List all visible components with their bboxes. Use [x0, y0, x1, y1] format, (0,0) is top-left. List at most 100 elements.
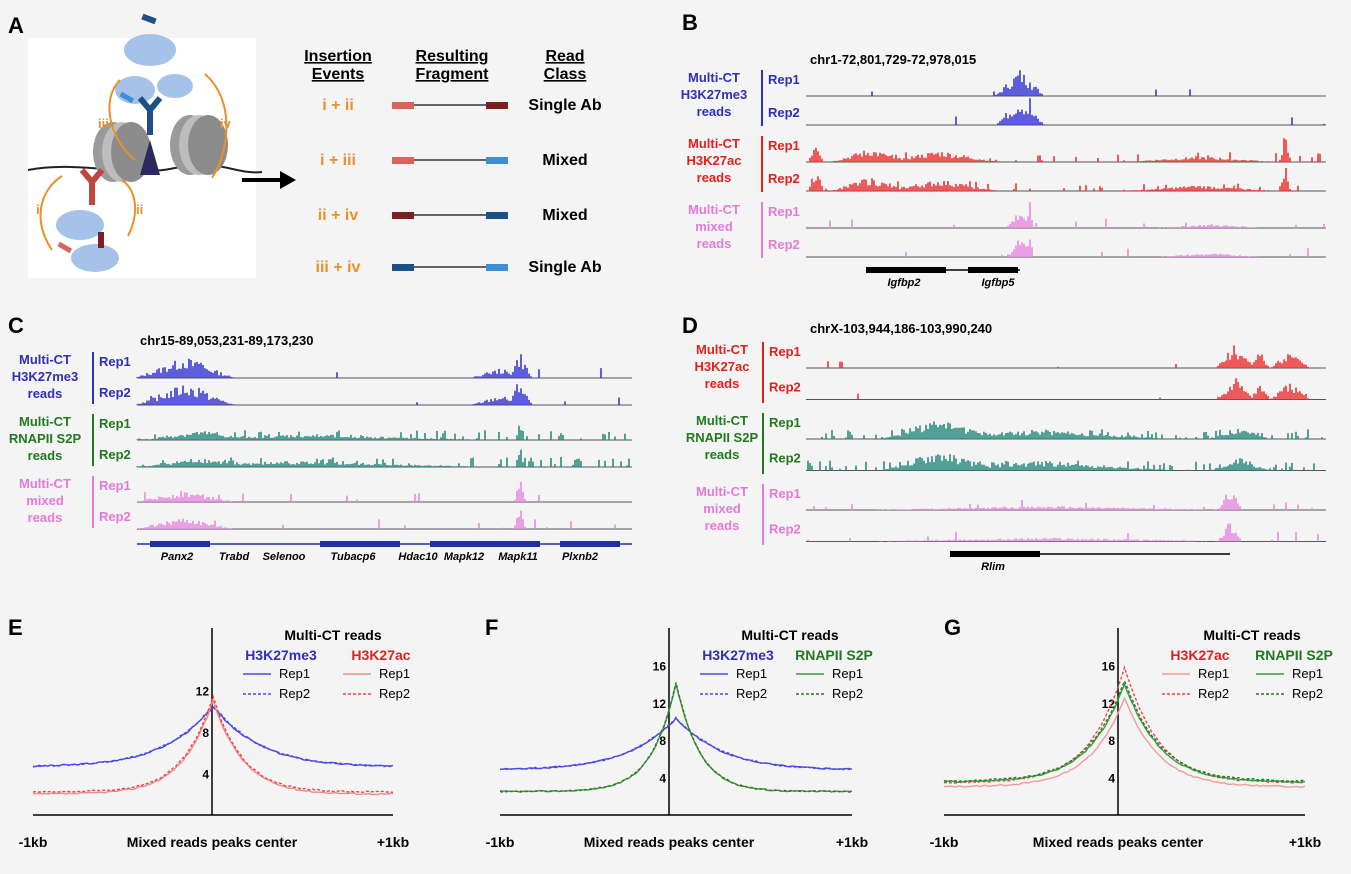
legend-title: Multi-CT reads	[1203, 627, 1300, 643]
profile-line	[499, 717, 853, 771]
insertion-arrows	[39, 73, 228, 251]
nucleosome-right	[170, 115, 228, 175]
replicate-label: Rep2	[769, 451, 801, 466]
gene-label: Mapk12	[444, 551, 484, 563]
coverage-track	[807, 523, 1319, 542]
gene-label: Plxnb2	[562, 551, 598, 563]
track-group-label: Multi-CT	[696, 484, 748, 499]
legend-group: H3K27ac	[1170, 647, 1229, 663]
legend-group: H3K27ac	[351, 647, 410, 663]
fragment-left-adapter	[392, 212, 414, 219]
track-group-label: mixed	[703, 501, 741, 516]
y-tick-label: 12	[653, 697, 667, 711]
legend-group: RNAPII S2P	[795, 647, 873, 663]
read-class: Mixed	[542, 207, 587, 224]
track-group-label: H3K27ac	[687, 153, 742, 168]
replicate-label: Rep1	[768, 72, 800, 87]
read-class: Single Ab	[528, 97, 601, 114]
legend-entry: Rep1	[379, 666, 410, 681]
table-header: Fragment	[416, 66, 490, 83]
gene-label: Hdac10	[398, 551, 438, 563]
coverage-track	[827, 345, 1309, 368]
track-group-label: mixed	[26, 493, 64, 508]
genomic-coordinate: chrX-103,944,186-103,990,240	[810, 321, 992, 336]
track-group-label: H3K27me3	[681, 87, 748, 102]
legend-group: H3K27me3	[245, 647, 317, 663]
track-group-label: H3K27me3	[12, 369, 79, 384]
coverage-track	[905, 239, 1309, 257]
coverage-track	[871, 70, 1191, 96]
track-group-label: mixed	[695, 219, 733, 234]
legend-group: RNAPII S2P	[1255, 647, 1333, 663]
track-group-label: reads	[705, 447, 740, 462]
profile-line	[32, 705, 394, 768]
genomic-coordinate: chr15-89,053,231-89,173,230	[140, 333, 313, 348]
read-class: Single Ab	[528, 259, 601, 276]
legend-entry: Rep1	[832, 666, 863, 681]
table-header: Events	[312, 66, 365, 83]
fragment-right-adapter	[486, 157, 508, 164]
tn5-enzyme-bottom	[56, 168, 119, 272]
coverage-track	[821, 421, 1323, 439]
panel-letter: D	[682, 313, 698, 338]
y-tick-label: 12	[1102, 697, 1116, 711]
panel-g: G 4 8 12 16 -1kb +1kb Mixed reads peaks center M…	[930, 615, 1333, 850]
track-group-label: reads	[705, 376, 740, 391]
fragment-right-adapter	[486, 102, 508, 109]
gene-label: Igfbp5	[982, 277, 1016, 289]
replicate-label: Rep2	[99, 385, 131, 400]
legend-entry: Rep1	[736, 666, 767, 681]
panel-letter: E	[8, 615, 23, 640]
arrow-label-iii: iii	[98, 116, 109, 131]
fragment-right-adapter	[486, 264, 508, 271]
legend-entry: Rep2	[736, 686, 767, 701]
panel-letter: A	[8, 13, 24, 38]
track-group-label: reads	[705, 518, 740, 533]
track-group-label: Multi-CT	[688, 70, 740, 85]
profile-line	[33, 697, 394, 796]
gene-exon	[950, 551, 1040, 557]
fragment-left-adapter	[392, 264, 414, 271]
gene-label: Mapk11	[498, 551, 538, 563]
coverage-track	[138, 510, 616, 529]
coverage-track	[136, 354, 602, 378]
track-group-label: H3K27ac	[695, 359, 750, 374]
y-tick-label: 8	[1108, 734, 1115, 748]
track-group-label: reads	[697, 170, 732, 185]
legend-entry: Rep1	[1292, 666, 1323, 681]
profile-line	[499, 683, 853, 793]
insertion-diagram: i ii iii iv	[27, 13, 263, 278]
legend-entry: Rep2	[832, 686, 863, 701]
profile-line	[32, 706, 394, 768]
x-tick-label: +1kb	[1289, 834, 1321, 850]
gene-label: Panx2	[161, 551, 193, 563]
replicate-label: Rep2	[99, 509, 131, 524]
track-group-label: reads	[28, 510, 63, 525]
coverage-track	[857, 378, 1309, 400]
gene-label: Trabd	[219, 551, 250, 563]
coverage-track	[138, 482, 540, 502]
x-tick-label: -1kb	[486, 834, 515, 850]
profile-line	[32, 693, 394, 794]
panel-a: A	[8, 13, 602, 278]
gene-label: Selenoo	[263, 551, 306, 563]
gene-exon	[500, 541, 540, 547]
profile-line	[943, 696, 1306, 788]
insertion-event: i + ii	[322, 97, 354, 114]
profile-line	[943, 682, 1306, 784]
gene-exon	[150, 541, 210, 547]
tn5-enzyme-top	[115, 13, 193, 104]
table-header: Class	[544, 66, 587, 83]
fragment-right-adapter	[486, 212, 508, 219]
fragment-left-adapter	[392, 157, 414, 164]
fragment-left-adapter	[392, 102, 414, 109]
track-group-label: Multi-CT	[19, 414, 71, 429]
coverage-track	[136, 425, 626, 440]
x-tick-label: -1kb	[930, 834, 959, 850]
panel-f: F 4 8 12 16 -1kb +1kb Mixed reads peaks center M…	[485, 615, 873, 850]
track-group-label: Multi-CT	[696, 413, 748, 428]
coverage-track	[809, 138, 1321, 162]
